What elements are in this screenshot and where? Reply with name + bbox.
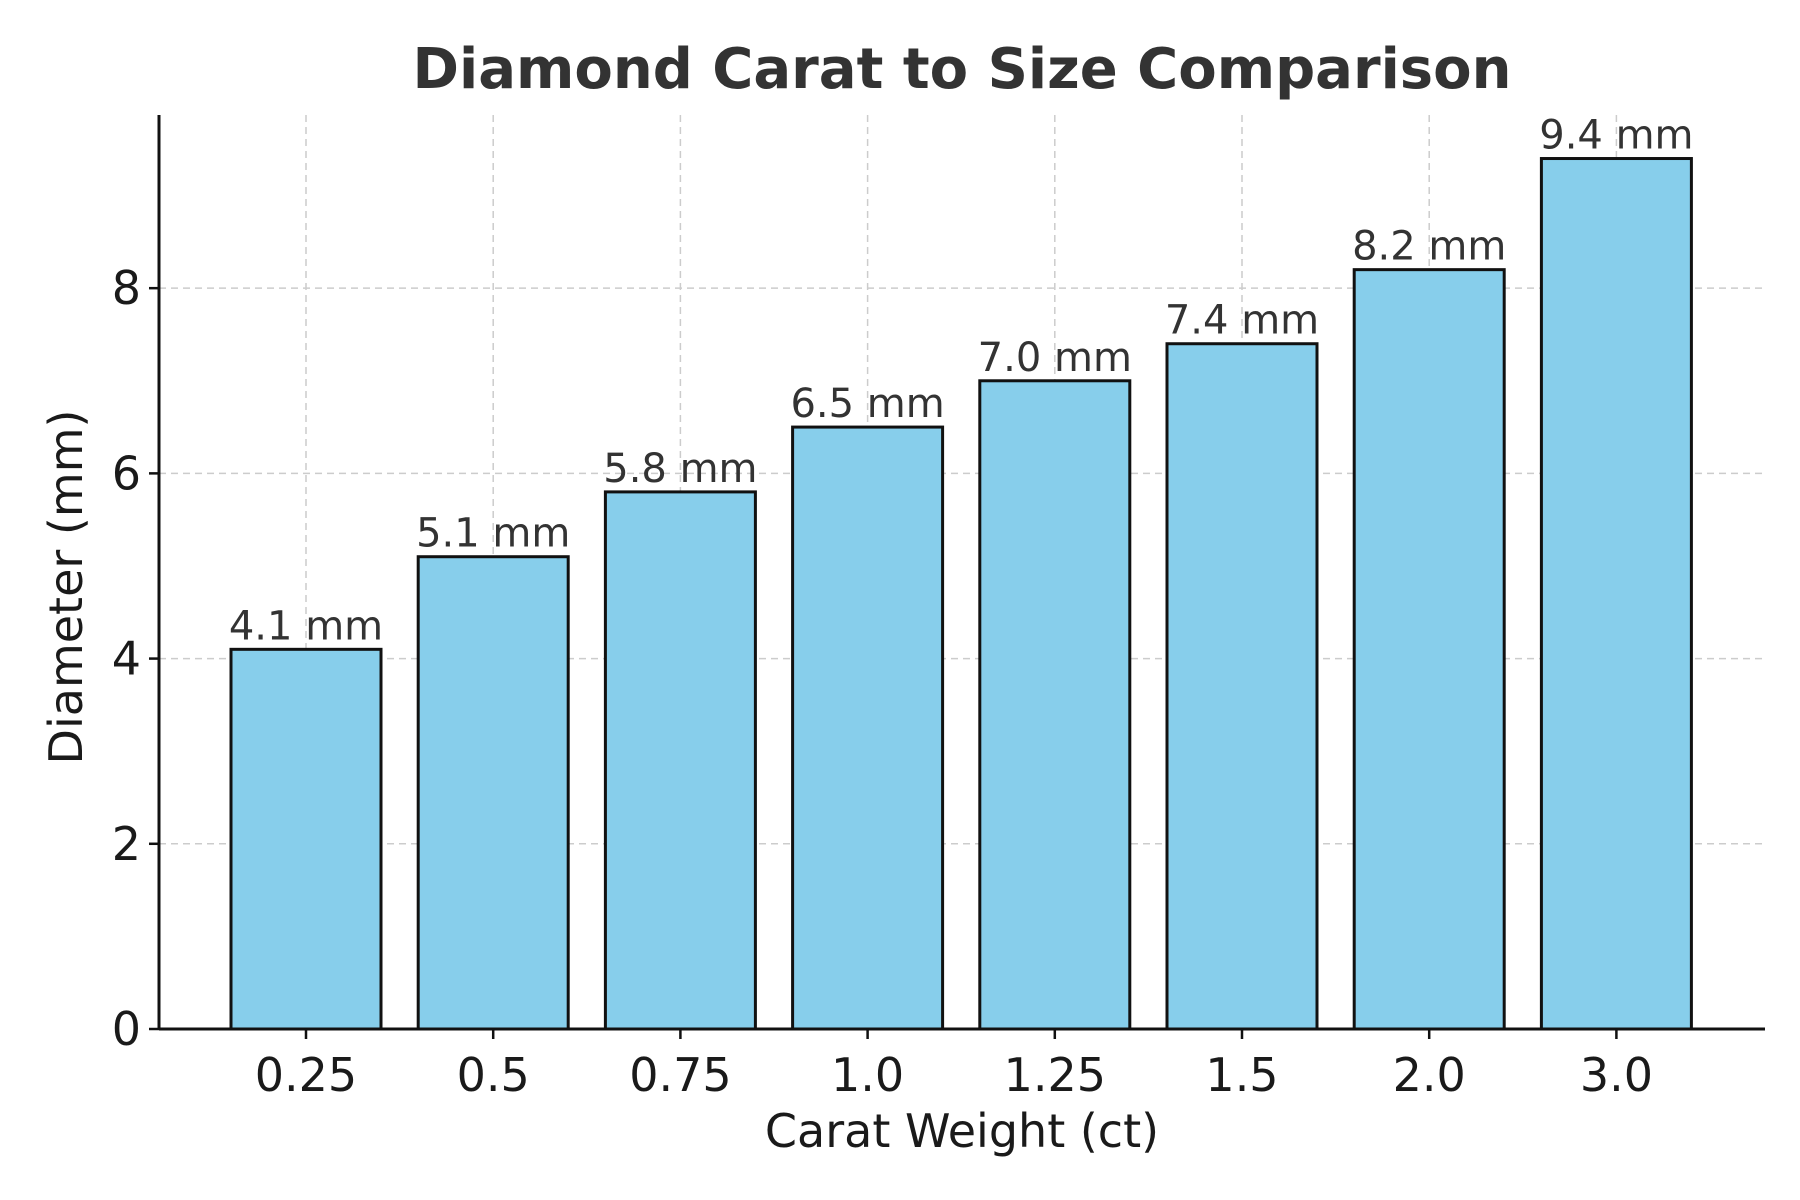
y-tick-label: 6 <box>112 446 141 500</box>
x-tick-label: 1.25 <box>1004 1048 1106 1102</box>
bar-1.5 <box>1165 342 1319 1031</box>
bar-value-label: 8.2 mm <box>1352 224 1506 270</box>
x-tick-label: 0.5 <box>457 1048 530 1102</box>
labels: 0 2 4 6 8 0.25 0.5 0.75 1.0 1.25 1.5 2.0 3.0 4.1 mm 5.… <box>112 113 1694 1102</box>
bar-3.0 <box>1539 157 1693 1031</box>
bar-value-label: 5.1 mm <box>416 511 570 557</box>
bar-value-label: 6.5 mm <box>790 381 944 427</box>
bar-value-label: 4.1 mm <box>229 603 383 649</box>
bar-1.0 <box>791 425 945 1031</box>
x-axis-label: Carat Weight (ct) <box>765 1104 1159 1158</box>
bar-value-label: 5.8 mm <box>603 446 757 492</box>
y-tick-label: 4 <box>112 632 141 686</box>
x-tick-label: 3.0 <box>1580 1048 1653 1102</box>
y-tick-label: 0 <box>112 1002 141 1056</box>
chart-title: Diamond Carat to Size Comparison <box>413 37 1512 102</box>
x-tick-label: 0.25 <box>255 1048 357 1102</box>
bar-0.75 <box>603 490 757 1031</box>
y-tick-label: 2 <box>112 817 141 871</box>
bar-1.25 <box>978 379 1132 1031</box>
x-tick-label: 1.5 <box>1205 1048 1278 1102</box>
y-tick-label: 8 <box>112 261 141 315</box>
bar-value-label: 9.4 mm <box>1539 113 1693 159</box>
y-axis-label: Diameter (mm) <box>39 410 93 765</box>
bar-0.5 <box>416 555 570 1031</box>
bars <box>229 157 1693 1031</box>
x-tick-label: 0.75 <box>629 1048 731 1102</box>
bar-0.25 <box>229 647 383 1031</box>
bar-value-label: 7.0 mm <box>978 335 1132 381</box>
bar-2.0 <box>1352 268 1506 1031</box>
bar-value-label: 7.4 mm <box>1165 298 1319 344</box>
x-tick-label: 2.0 <box>1393 1048 1466 1102</box>
x-tick-label: 1.0 <box>831 1048 904 1102</box>
axes <box>149 115 1765 1039</box>
grid <box>159 115 1765 1029</box>
